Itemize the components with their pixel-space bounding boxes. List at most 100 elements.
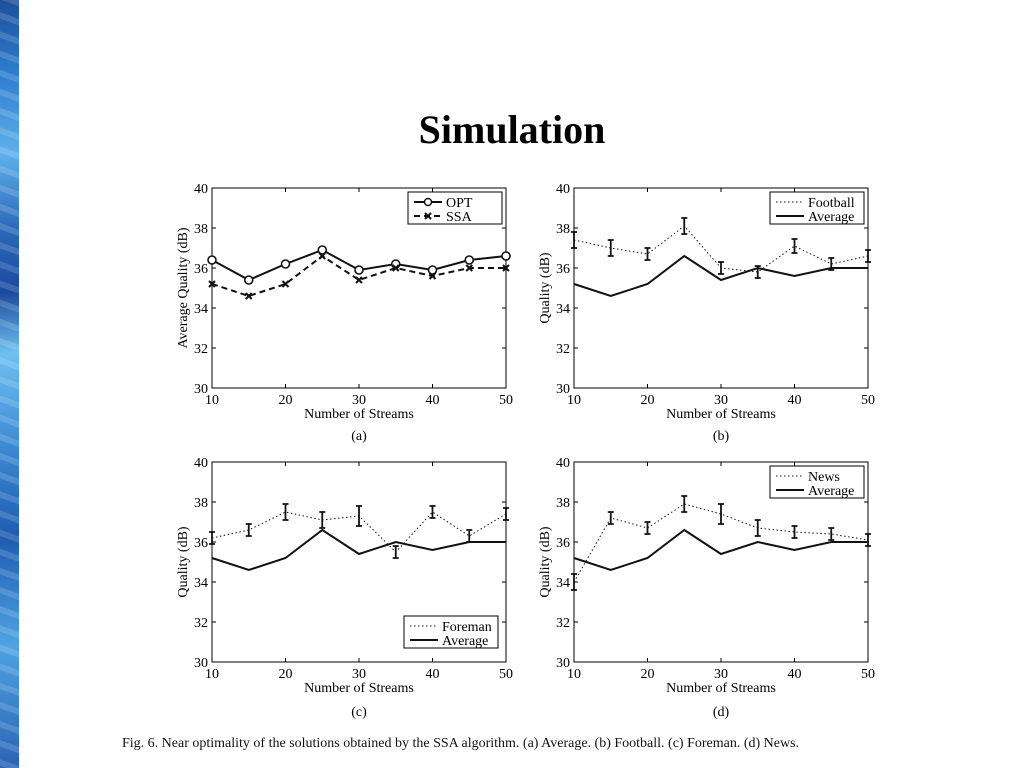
y-tick-label: 38	[556, 496, 570, 511]
series-line-average	[573, 528, 868, 572]
x-tick-label: 50	[499, 667, 513, 682]
panel-label: (c)	[351, 705, 367, 720]
error-bar-news	[791, 525, 798, 539]
x-tick-label: 20	[279, 393, 293, 408]
x-tick-label: 40	[426, 667, 440, 682]
y-tick-label: 40	[556, 182, 570, 197]
panel-label: (d)	[713, 705, 730, 720]
y-tick-label: 34	[556, 576, 570, 591]
series-line-average	[211, 528, 506, 572]
data-point-ssa	[281, 280, 290, 288]
error-bar-football	[571, 231, 577, 249]
legend-label-foreman: Foreman	[442, 620, 492, 635]
error-bar-news	[681, 495, 688, 513]
x-tick-label: 50	[861, 393, 875, 408]
y-tick-label: 34	[194, 576, 208, 591]
figure-caption: Fig. 6. Near optimality of the solutions…	[122, 736, 800, 751]
error-bar-news	[644, 521, 651, 535]
legend-box	[403, 615, 499, 649]
data-point-opt	[464, 255, 475, 265]
x-tick-label: 30	[352, 667, 366, 682]
error-bar-news	[718, 503, 724, 525]
error-bar-foreman	[245, 523, 252, 537]
series-line-opt	[211, 248, 507, 282]
legend-label-average: Average	[442, 634, 488, 649]
y-axis-label: Quality (dB)	[176, 526, 191, 597]
y-tick-label: 38	[556, 222, 570, 237]
x-tick-label: 30	[352, 393, 366, 408]
data-point-ssa	[208, 280, 216, 288]
error-bar-football	[644, 247, 651, 261]
error-bar-news	[828, 527, 835, 541]
legend-label-opt: OPT	[446, 196, 473, 211]
y-tick-label: 40	[194, 456, 208, 471]
x-tick-label: 10	[567, 393, 581, 408]
y-axis-label: Quality (dB)	[538, 252, 553, 323]
y-tick-label: 36	[556, 262, 570, 277]
y-axis-label: Quality (dB)	[538, 526, 553, 597]
data-point-opt	[243, 275, 254, 285]
error-bar-foreman	[392, 545, 399, 559]
slide-title: Simulation	[418, 107, 606, 152]
y-tick-label: 32	[194, 616, 208, 631]
x-tick-label: 10	[567, 667, 581, 682]
legend-label-news: News	[808, 470, 840, 485]
y-tick-label: 32	[556, 616, 570, 631]
x-axis-label: Number of Streams	[666, 681, 776, 696]
error-bar-news	[607, 511, 614, 525]
error-bar-foreman	[356, 505, 362, 527]
x-tick-label: 20	[641, 393, 655, 408]
y-tick-label: 38	[194, 222, 208, 237]
legend-marker	[424, 212, 432, 220]
data-point-ssa	[318, 252, 326, 260]
x-tick-label: 50	[861, 667, 875, 682]
x-tick-label: 10	[205, 393, 219, 408]
y-tick-label: 30	[556, 382, 570, 397]
error-bar-news	[754, 519, 761, 537]
error-bar-foreman	[429, 505, 436, 519]
error-bar-football	[607, 239, 614, 257]
data-point-opt	[501, 251, 511, 261]
y-axis-label: Average Quality (dB)	[176, 227, 191, 348]
y-tick-label: 32	[556, 342, 570, 357]
legend-box	[769, 191, 865, 225]
legend-label-average: Average	[808, 484, 854, 499]
error-bar-foreman	[209, 531, 215, 545]
y-tick-label: 34	[194, 302, 208, 317]
chart-panel-3: 10 20 30 40 50 30 32 34 36 38 40 Number of Streams Q…	[176, 456, 513, 720]
panel-label: (a)	[351, 429, 367, 444]
y-tick-label: 30	[556, 656, 570, 671]
series-line-ssa	[211, 254, 506, 298]
y-tick-label: 38	[194, 496, 208, 511]
chart-panel-4: 10 20 30 40 50 30 32 34 36 38 40 Number of Streams Q…	[538, 456, 875, 720]
chart-panel-1: 10 20 30 40 50 30 32 34 36 38 40 Number of Streams A…	[176, 182, 513, 444]
x-axis-label: Number of Streams	[666, 407, 776, 422]
x-axis-label: Number of Streams	[304, 681, 414, 696]
x-tick-label: 40	[426, 393, 440, 408]
error-bar-foreman	[282, 503, 289, 521]
error-bar-football	[791, 238, 798, 254]
data-point-ssa	[428, 272, 437, 280]
legend-marker	[423, 197, 433, 207]
error-bar-foreman	[466, 529, 473, 543]
error-bar-foreman	[503, 507, 509, 521]
x-axis-label: Number of Streams	[304, 407, 414, 422]
y-tick-label: 36	[194, 262, 208, 277]
error-bar-news	[865, 533, 871, 547]
y-tick-label: 30	[194, 382, 208, 397]
series-line-average	[573, 254, 868, 298]
data-point-ssa	[465, 264, 473, 272]
legend-label-average: Average	[808, 210, 854, 225]
error-bar-news	[571, 573, 577, 591]
y-tick-label: 40	[556, 456, 570, 471]
x-tick-label: 30	[714, 393, 728, 408]
data-point-ssa	[392, 264, 400, 272]
legend-box	[407, 191, 503, 225]
chart-panel-2: 10 20 30 40 50 30 32 34 36 38 40 Number of Streams Q…	[538, 182, 875, 444]
data-point-opt	[427, 265, 438, 275]
panel-label: (b)	[713, 429, 730, 444]
